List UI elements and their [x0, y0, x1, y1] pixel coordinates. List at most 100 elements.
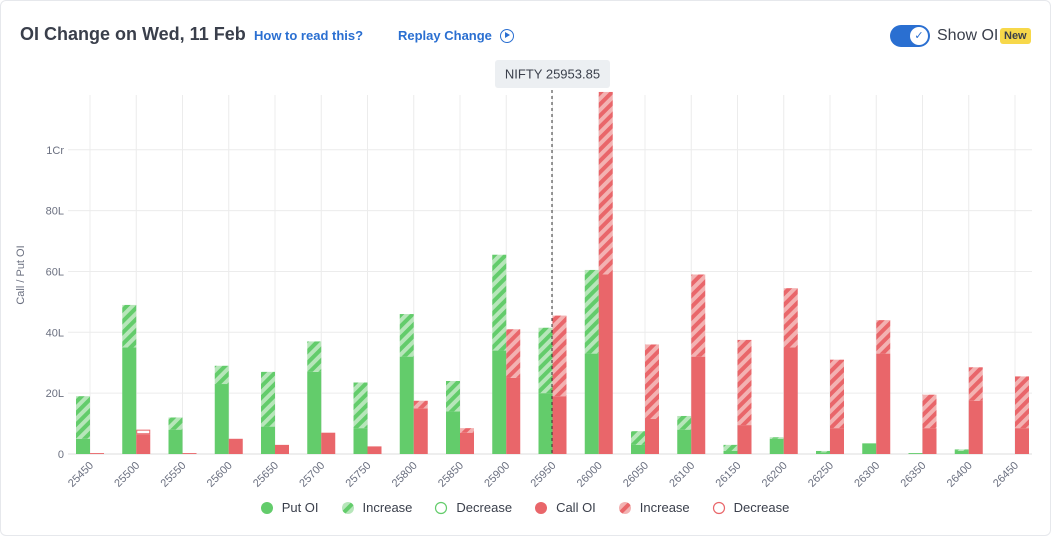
put-increase-bar[interactable]: [954, 449, 969, 451]
legend-put-oi[interactable]: Put OI: [260, 500, 319, 515]
x-tick-label: 25650: [251, 460, 281, 490]
put-increase-bar[interactable]: [723, 444, 738, 451]
chart-legend: Put OI Increase Decrease Call OI Increas…: [0, 500, 1051, 515]
put-oi-bar[interactable]: [492, 350, 507, 454]
put-oi-bar[interactable]: [954, 450, 969, 454]
put-oi-bar[interactable]: [446, 411, 460, 454]
call-oi-bar[interactable]: [367, 446, 382, 454]
call-oi-bar[interactable]: [136, 434, 151, 454]
call-oi-bar[interactable]: [598, 274, 613, 455]
call-oi-bar[interactable]: [783, 347, 798, 454]
call-oi-bar[interactable]: [182, 453, 197, 454]
call-increase-bar[interactable]: [737, 339, 752, 426]
x-tick-label: 25700: [297, 460, 327, 490]
call-oi-bar[interactable]: [275, 444, 289, 454]
call-oi-bar[interactable]: [876, 353, 891, 454]
show-oi-toggle[interactable]: ✓: [890, 25, 930, 47]
call-increase-bar[interactable]: [876, 320, 891, 354]
put-oi-bar[interactable]: [631, 444, 645, 454]
call-oi-bar[interactable]: [691, 356, 706, 454]
put-oi-bar[interactable]: [261, 426, 275, 454]
call-oi-bar[interactable]: [228, 438, 243, 454]
put-oi-bar[interactable]: [908, 453, 923, 454]
y-axis-title: Call / Put OI: [15, 245, 27, 304]
call-decrease-bar[interactable]: [136, 429, 151, 435]
x-tick-label: 25750: [344, 460, 374, 490]
put-increase-bar[interactable]: [677, 415, 692, 430]
call-oi-bar[interactable]: [552, 396, 567, 454]
call-oi-bar[interactable]: [321, 432, 336, 454]
call-increase-bar[interactable]: [1015, 376, 1029, 429]
call-increase-bar[interactable]: [506, 329, 521, 378]
call-oi-bar[interactable]: [830, 428, 844, 454]
put-increase-bar[interactable]: [769, 437, 784, 439]
legend-call-increase[interactable]: Increase: [618, 500, 690, 515]
put-increase-bar[interactable]: [399, 314, 414, 357]
put-oi-bar[interactable]: [538, 393, 553, 454]
put-increase-bar[interactable]: [353, 382, 368, 429]
put-oi-bar[interactable]: [214, 384, 229, 454]
call-oi-bar[interactable]: [1015, 428, 1029, 454]
how-to-read-link[interactable]: How to read this?: [254, 28, 364, 43]
put-oi-bar[interactable]: [677, 429, 692, 454]
call-oi-bar[interactable]: [737, 425, 752, 454]
put-increase-bar[interactable]: [538, 327, 553, 394]
put-oi-bar[interactable]: [168, 429, 183, 454]
call-oi-bar[interactable]: [645, 419, 659, 454]
x-tick-label: 26400: [945, 460, 975, 490]
put-increase-bar[interactable]: [76, 396, 90, 439]
call-oi-bar[interactable]: [90, 453, 104, 454]
call-increase-bar[interactable]: [922, 394, 937, 429]
put-increase-bar[interactable]: [584, 269, 599, 354]
call-oi-bar[interactable]: [922, 428, 937, 454]
put-increase-bar[interactable]: [446, 380, 460, 412]
call-oi-bar[interactable]: [506, 377, 521, 454]
call-oi-bar[interactable]: [460, 432, 474, 454]
legend-put-increase[interactable]: Increase: [341, 500, 412, 515]
put-increase-bar[interactable]: [214, 365, 229, 385]
call-increase-bar[interactable]: [830, 359, 844, 429]
put-oi-bar[interactable]: [307, 371, 322, 454]
call-increase-bar[interactable]: [460, 428, 474, 433]
put-oi-swatch-icon: [260, 501, 273, 514]
call-oi-bar[interactable]: [413, 408, 428, 454]
call-increase-bar[interactable]: [691, 274, 706, 357]
replay-change-button[interactable]: Replay Change: [398, 28, 514, 43]
y-tick-label: 1Cr: [46, 145, 64, 157]
put-increase-bar[interactable]: [307, 341, 322, 372]
call-increase-bar[interactable]: [783, 288, 798, 348]
spot-tooltip-label: NIFTY 25953.85: [505, 67, 600, 82]
put-oi-bar[interactable]: [353, 428, 368, 454]
spot-tooltip-box: [495, 60, 610, 88]
put-increase-bar[interactable]: [631, 431, 645, 445]
put-oi-bar[interactable]: [76, 438, 90, 454]
put-increase-bar[interactable]: [492, 254, 507, 351]
y-tick-label: 0: [58, 449, 64, 461]
put-oi-bar[interactable]: [769, 438, 784, 454]
call-increase-bar[interactable]: [413, 400, 428, 409]
legend-put-decrease[interactable]: Decrease: [434, 500, 512, 515]
call-increase-bar[interactable]: [645, 344, 659, 420]
call-oi-bar[interactable]: [968, 400, 983, 454]
put-increase-bar[interactable]: [122, 304, 137, 348]
y-tick-label: 60L: [46, 266, 64, 278]
put-oi-bar[interactable]: [399, 356, 414, 454]
call-increase-bar[interactable]: [598, 91, 613, 275]
x-tick-label: 26050: [621, 460, 651, 490]
put-increase-bar[interactable]: [816, 450, 830, 453]
legend-label: Decrease: [733, 500, 790, 515]
put-oi-bar[interactable]: [723, 450, 738, 454]
put-oi-bar[interactable]: [584, 353, 599, 454]
x-tick-label: 25450: [66, 460, 96, 490]
legend-call-oi[interactable]: Call OI: [534, 500, 596, 515]
put-increase-bar[interactable]: [261, 371, 275, 427]
put-oi-bar[interactable]: [862, 443, 877, 454]
x-tick-label: 26250: [806, 460, 836, 490]
x-tick-label: 26100: [667, 460, 697, 490]
call-increase-bar[interactable]: [552, 315, 567, 397]
put-oi-bar[interactable]: [122, 347, 137, 454]
put-increase-bar[interactable]: [168, 417, 183, 430]
legend-call-decrease[interactable]: Decrease: [712, 500, 790, 515]
call-increase-bar[interactable]: [968, 367, 983, 401]
put-oi-bar[interactable]: [816, 452, 830, 454]
